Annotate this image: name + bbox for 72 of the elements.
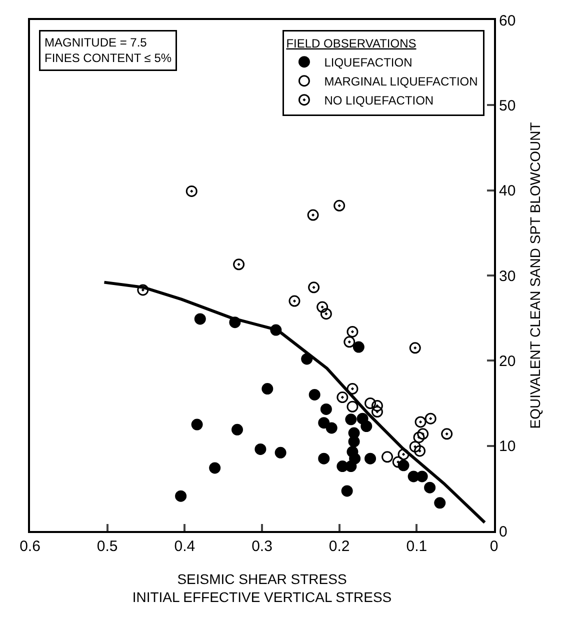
y-tick-label: 30 <box>499 268 516 285</box>
point <box>414 416 426 428</box>
point <box>186 185 198 197</box>
point <box>320 403 332 415</box>
point <box>334 200 346 212</box>
y-tick-label: 60 <box>499 12 516 30</box>
y-tick-label: 0 <box>499 523 508 540</box>
point <box>288 295 300 307</box>
x-axis-title: SEISMIC SHEAR STRESS INITIAL EFFECTIVE VERTICAL STRESS <box>132 571 392 606</box>
y-tick-label: 10 <box>499 438 516 456</box>
point <box>371 400 383 412</box>
point <box>398 448 410 460</box>
point <box>348 427 360 439</box>
y-tick-label: 40 <box>499 182 516 200</box>
point <box>318 417 330 429</box>
point <box>191 418 203 430</box>
point <box>308 282 320 294</box>
point <box>346 383 358 395</box>
point <box>392 456 404 468</box>
point <box>308 388 320 400</box>
point <box>344 336 356 348</box>
point <box>416 470 428 482</box>
point <box>320 308 332 320</box>
point <box>175 490 187 502</box>
point <box>307 209 319 221</box>
point <box>424 482 436 494</box>
point <box>364 398 376 409</box>
x-tick-label: 0.3 <box>252 538 272 555</box>
x-tick-label: 0.6 <box>20 538 40 555</box>
point <box>424 412 436 424</box>
legend-label: MARGINAL LIQUEFACTION <box>324 74 478 88</box>
point <box>318 452 330 464</box>
y-axis-title: EQUIVALENT CLEAN SAND SPT BLOWCOUNT <box>527 122 543 429</box>
point <box>209 462 221 474</box>
point <box>371 406 383 418</box>
point <box>360 420 372 432</box>
point <box>414 445 426 457</box>
point <box>336 392 348 404</box>
point <box>254 443 266 455</box>
x-tick-label: 0.4 <box>174 538 196 555</box>
point <box>232 424 243 436</box>
point <box>346 400 358 412</box>
point <box>417 428 429 440</box>
x-tick-label: 0.5 <box>96 538 118 555</box>
legend-label: NO LIQUEFACTION <box>324 94 434 108</box>
point <box>409 342 421 354</box>
point <box>137 284 149 296</box>
point <box>194 313 206 325</box>
annotation: MAGNITUDE = 7.5 FINES CONTENT ≤ 5% <box>44 36 172 66</box>
point <box>349 452 361 464</box>
legend-label: LIQUEFACTION <box>324 56 412 70</box>
point <box>441 428 453 440</box>
point <box>274 446 286 458</box>
legend-title: FIELD OBSERVATIONS <box>286 36 416 50</box>
point <box>341 485 353 497</box>
x-tick-label: 0.2 <box>328 538 350 555</box>
point <box>262 383 274 395</box>
x-tick-label: 0.1 <box>406 538 428 555</box>
point <box>364 452 376 464</box>
point <box>409 440 421 452</box>
point <box>345 414 357 426</box>
point <box>326 422 338 434</box>
point <box>434 497 446 509</box>
y-tick-label: 20 <box>499 352 516 370</box>
point <box>316 301 328 313</box>
point <box>382 451 394 463</box>
point <box>413 432 425 444</box>
point <box>233 258 245 270</box>
point <box>352 341 364 353</box>
y-tick-label: 50 <box>499 97 516 114</box>
point <box>346 326 358 338</box>
line-series <box>102 280 486 524</box>
